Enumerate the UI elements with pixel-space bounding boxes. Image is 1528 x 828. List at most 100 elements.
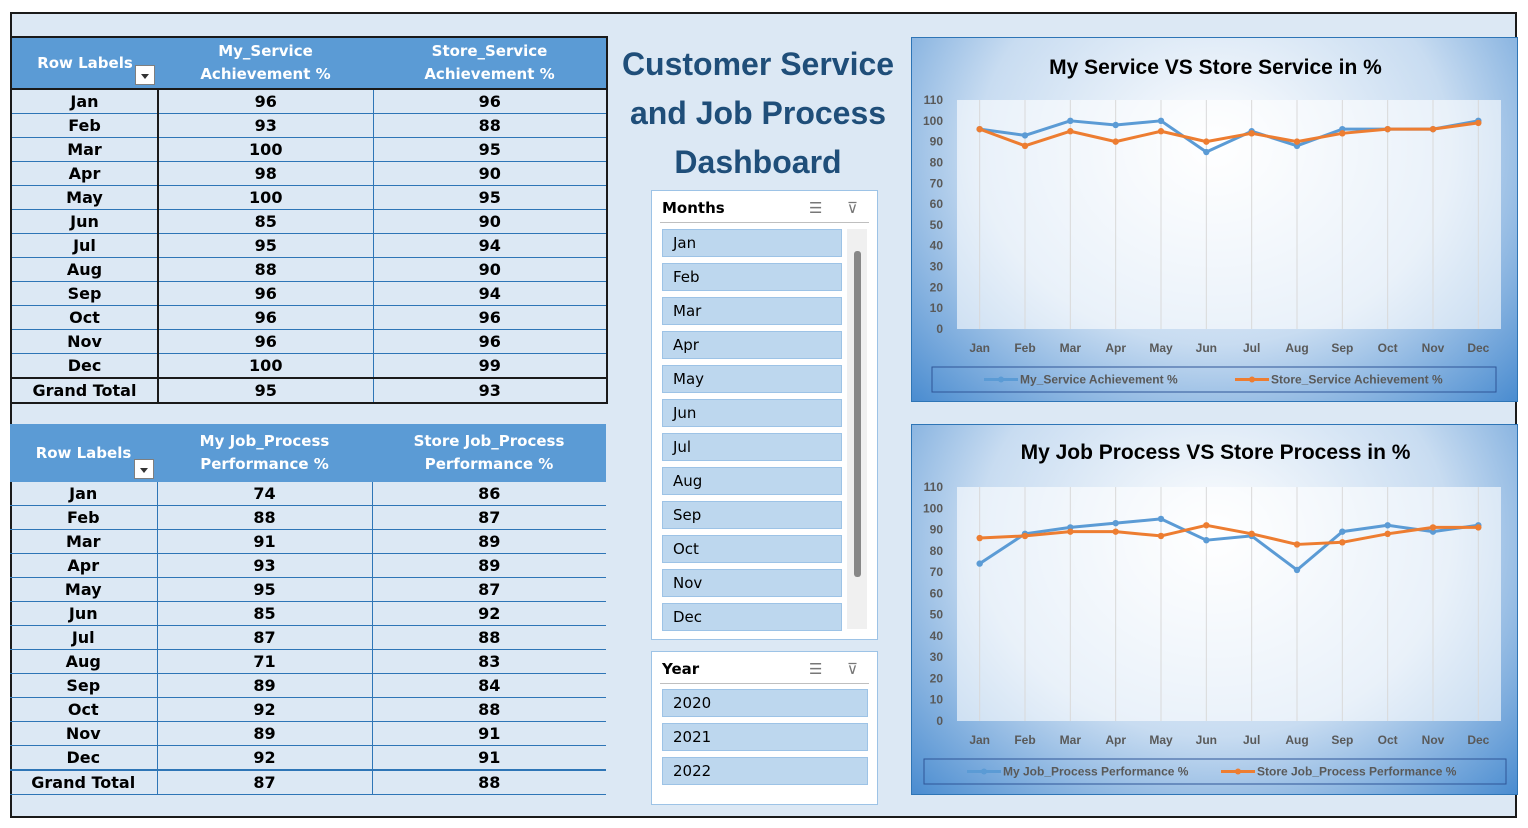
data-point — [1203, 138, 1210, 145]
months-scrollbar[interactable] — [847, 229, 867, 629]
data-point — [1067, 128, 1074, 135]
series-line — [978, 517, 1479, 572]
row-label-cell: Mar — [11, 137, 159, 162]
data-point — [976, 534, 983, 542]
clear-filter-icon[interactable]: ⊽ — [847, 660, 858, 678]
row-label-cell: Feb — [11, 113, 159, 138]
value-cell: 88 — [371, 697, 606, 722]
multi-select-icon[interactable]: ☰ — [809, 660, 823, 678]
slicer-item[interactable]: Feb — [662, 263, 842, 291]
grand-total-value: 95 — [157, 377, 373, 403]
slicer-item[interactable]: Aug — [662, 467, 842, 495]
data-point — [1067, 117, 1074, 125]
data-point — [1475, 524, 1482, 531]
value-cell: 88 — [157, 257, 373, 282]
y-tick-label: 10 — [930, 301, 944, 315]
data-point — [1021, 132, 1029, 139]
x-tick-label: Dec — [1467, 733, 1489, 747]
value-cell: 88 — [156, 505, 372, 530]
value-cell: 91 — [371, 745, 606, 771]
value-cell: 83 — [371, 649, 606, 674]
service-pivot-table: Row Labels My_Service Achievement % Stor… — [10, 36, 608, 404]
table-row: Jul 95 94 — [11, 233, 607, 258]
value-cell: 89 — [371, 553, 606, 578]
slicer-item[interactable]: Sep — [662, 501, 842, 529]
slicer-item[interactable]: May — [662, 365, 842, 393]
x-tick-label: Jun — [1196, 733, 1217, 747]
y-tick-label: 0 — [936, 714, 943, 728]
legend-marker — [1235, 768, 1241, 775]
value-cell: 74 — [156, 482, 372, 506]
job-pivot-table: Row Labels My Job_Process Performance % … — [10, 424, 606, 795]
value-cell: 92 — [156, 697, 372, 722]
table-row: Aug 88 90 — [11, 257, 607, 282]
value-cell: 89 — [156, 721, 372, 746]
y-tick-label: 60 — [930, 197, 944, 211]
x-tick-label: Apr — [1105, 341, 1126, 355]
slicer-item[interactable]: Mar — [662, 297, 842, 325]
value-cell: 91 — [156, 529, 372, 554]
y-tick-label: 70 — [930, 565, 944, 579]
row-label-cell: Jan — [10, 482, 157, 506]
value-cell: 96 — [372, 329, 607, 354]
y-tick-label: 40 — [930, 629, 944, 643]
row-label-cell: Jun — [11, 209, 159, 234]
value-cell: 96 — [372, 305, 607, 330]
chart-title: My Job Process VS Store Process in % — [1021, 441, 1411, 464]
row-label-cell: May — [10, 577, 157, 602]
slicer-item[interactable]: Dec — [662, 603, 842, 631]
slicer-item[interactable]: Jan — [662, 229, 842, 257]
slicer-item[interactable]: 2020 — [662, 689, 868, 717]
job-process-chart[interactable]: My Job Process VS Store Process in % 0 10 2… — [911, 424, 1518, 795]
value-cell: 94 — [372, 281, 607, 306]
months-scrollbar-thumb[interactable] — [854, 251, 861, 577]
y-tick-label: 70 — [930, 176, 944, 190]
service-chart[interactable]: My Service VS Store Service in % 0 10 20 30 4… — [911, 37, 1518, 402]
value-cell: 93 — [157, 113, 373, 138]
value-cell: 90 — [372, 257, 607, 282]
year-slicer: Year ☰ ⊽ 2020 2021 2022 — [651, 651, 878, 805]
x-tick-label: Oct — [1378, 341, 1398, 355]
row-label-cell: Sep — [11, 281, 159, 306]
y-tick-label: 40 — [930, 239, 944, 253]
slicer-item[interactable]: Jul — [662, 433, 842, 461]
data-point — [1248, 530, 1255, 537]
slicer-item[interactable]: 2021 — [662, 723, 868, 751]
value-cell: 91 — [371, 721, 606, 746]
row-label-cell: May — [11, 185, 159, 210]
x-tick-label: Feb — [1014, 341, 1035, 355]
slicer-item[interactable]: Nov — [662, 569, 842, 597]
x-tick-label: Jul — [1243, 733, 1260, 747]
slicer-item[interactable]: Jun — [662, 399, 842, 427]
data-point — [1157, 128, 1165, 135]
slicer-item[interactable]: Apr — [662, 331, 842, 359]
y-tick-label: 110 — [924, 480, 944, 494]
value-cell: 90 — [372, 209, 607, 234]
y-tick-label: 30 — [930, 650, 944, 664]
data-point — [1384, 522, 1391, 529]
x-tick-label: Feb — [1014, 733, 1035, 747]
data-point — [1112, 528, 1119, 535]
row-label-cell: Nov — [10, 721, 157, 746]
slicer-item[interactable]: 2022 — [662, 757, 868, 785]
row-label-cell: Jul — [10, 625, 157, 650]
legend-label: Store Job_Process Performance % — [1257, 765, 1457, 779]
legend-marker — [1249, 376, 1255, 383]
data-point — [1429, 125, 1437, 133]
data-point — [1339, 130, 1346, 137]
data-point — [976, 125, 983, 133]
my-job-header: My Job_Process Performance % — [157, 424, 372, 482]
clear-filter-icon[interactable]: ⊽ — [847, 199, 858, 217]
filter-dropdown-icon[interactable] — [135, 65, 155, 85]
months-slicer: Months ☰ ⊽ Jan Feb Mar Apr May Jun Jul Aug Sep Oc… — [651, 190, 878, 640]
slicer-item[interactable]: Oct — [662, 535, 842, 563]
y-tick-label: 60 — [930, 586, 944, 600]
dashboard-title-line: Customer Service — [621, 46, 895, 82]
row-label-cell: Apr — [11, 161, 159, 186]
multi-select-icon[interactable]: ☰ — [809, 199, 823, 217]
value-cell: 88 — [372, 113, 607, 138]
data-point — [1384, 530, 1391, 537]
table-row: Dec 100 99 — [11, 353, 607, 379]
filter-dropdown-icon[interactable] — [134, 459, 154, 479]
data-point — [1475, 119, 1482, 127]
